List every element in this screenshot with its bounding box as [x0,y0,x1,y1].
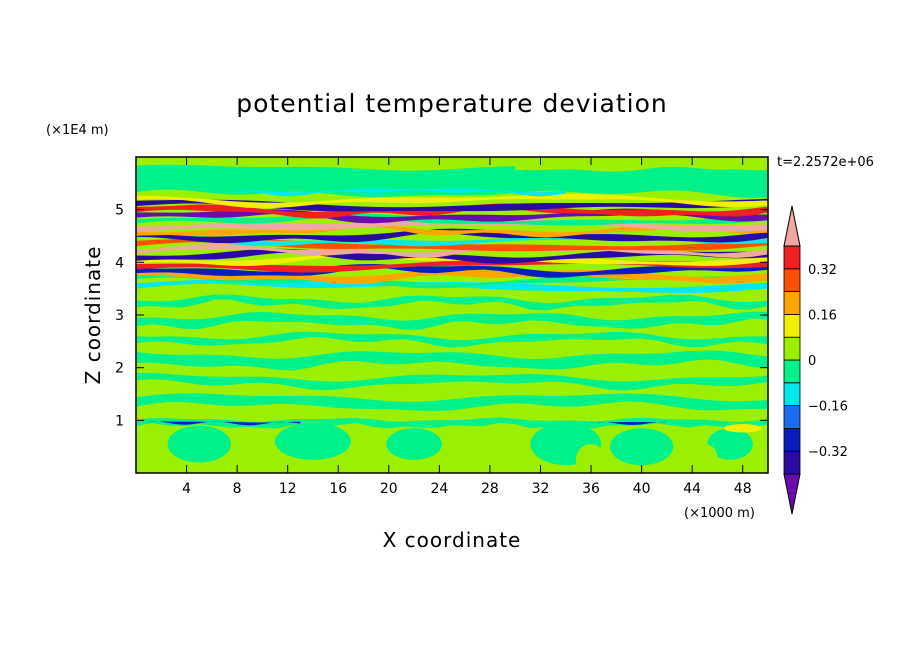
colorbar-label: −0.32 [808,445,848,460]
lower-green-cell [167,425,231,463]
top-green-band [136,164,768,198]
y-tick-label: 2 [115,361,124,377]
lower-green-cell [386,428,442,460]
x-tick-label: 44 [683,481,701,497]
lower-thin-blue [148,420,301,426]
lower-lime-cell [575,444,607,473]
colorbar-label: 0.16 [808,308,837,323]
upper-layer [136,193,768,209]
colorbar-label: 0 [808,354,816,369]
lower-green-cell [707,428,753,460]
time-label: t=2.2572e+06 [777,155,874,170]
y-axis-label: Z coordinate [81,246,105,385]
colorbar: −0.32 −0.16 0 0.16 0.32 [783,205,848,515]
colorbar-segment [783,382,801,406]
y-unit-label: (×1E4 m) [46,123,109,138]
colorbar-segment [783,245,801,270]
plot-area [136,157,768,473]
y-tick-label: 5 [115,203,124,219]
x-tick-label: 16 [329,481,347,497]
x-axis-label: X coordinate [383,528,522,552]
x-tick-label: 40 [633,481,651,497]
upper-layer [136,263,768,278]
mid-green-stripe [136,311,768,330]
x-tick-label: 12 [279,481,297,497]
lower-lime-cell [692,444,718,471]
x-tick-label: 36 [582,481,600,497]
mid-green-stripe [136,294,768,311]
lower-yellow-patch [723,424,762,433]
mid-green-stripe [136,350,768,371]
mid-green-stripe [136,393,768,411]
colorbar-segment [783,268,801,292]
y-tick-label: 1 [115,413,124,429]
x-tick-label: 24 [430,481,448,497]
x-tick-label: 4 [182,481,191,497]
colorbar-extend-low [783,473,801,515]
colorbar-segment [783,450,801,475]
x-tick-label: 8 [233,481,242,497]
colorbar-label: −0.16 [808,400,848,415]
mid-green-stripe [136,331,768,348]
upper-layer [136,223,768,238]
upper-layer [136,253,768,267]
lower-green-band [136,417,768,430]
colorbar-segment [783,359,801,384]
colorbar-segment [783,313,801,338]
colorbar-segment [783,291,801,315]
upper-layer [136,228,768,244]
lower-thin-blue [591,421,667,425]
colorbar-segment [783,336,801,361]
x-axis: 4 8 12 16 20 24 28 32 36 40 44 48 [182,157,752,497]
x-unit-label: (×1000 m) [684,506,755,521]
lower-lime-cell [345,442,382,472]
colorbar-segment [783,405,801,429]
colorbar-segment [783,427,801,452]
top-cyan-streak [237,188,566,197]
top-lime-band [515,158,768,172]
y-axis: 1 2 3 4 5 [115,203,768,429]
lower-green-cell [610,428,674,466]
y-tick-label: 3 [115,308,124,324]
lower-lime-cell [234,438,265,471]
upper-layer [136,218,768,233]
x-tick-label: 48 [734,481,752,497]
x-tick-label: 20 [380,481,398,497]
mid-green-stripe [136,372,768,391]
x-tick-label: 28 [481,481,499,497]
chart-title: potential temperature deviation [236,89,667,118]
lower-green-cell [275,422,351,460]
colorbar-label: 0.32 [808,263,837,278]
x-tick-label: 32 [532,481,550,497]
y-tick-label: 4 [115,255,124,271]
upper-layer [136,198,768,212]
colorbar-extend-high [783,205,801,247]
